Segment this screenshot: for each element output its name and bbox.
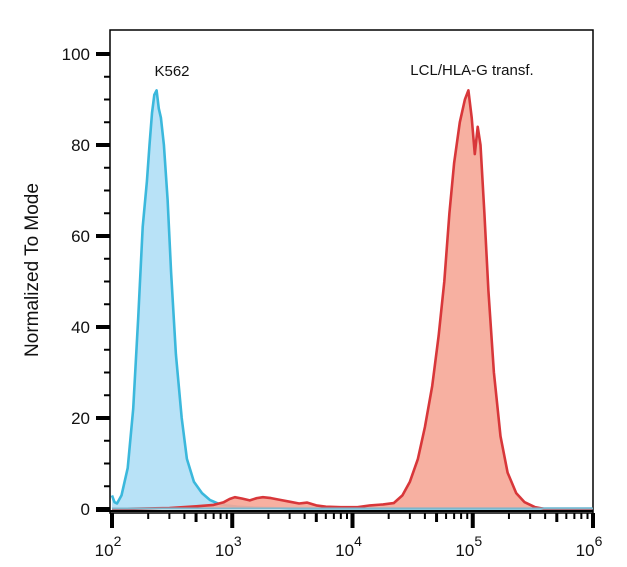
y-tick-label: 100	[62, 45, 90, 64]
x-tick-base: 10	[215, 541, 234, 560]
y-tick-label: 20	[71, 409, 90, 428]
y-axis-label: Normalized To Mode	[22, 183, 43, 357]
x-axis: 102 103 104 105 106	[95, 507, 603, 560]
x-tick-label: 104	[335, 533, 362, 560]
x-tick-base: 10	[455, 541, 474, 560]
series-fill-k562	[112, 90, 593, 510]
y-tick-label: 60	[71, 227, 90, 246]
series-line-k562	[110, 89, 593, 510]
x-tick-exponent: 6	[595, 533, 603, 549]
x-tick-label: 102	[95, 533, 122, 560]
x-tick-base: 10	[576, 541, 595, 560]
x-tick-exponent: 5	[474, 533, 482, 549]
y-tick-label: 80	[71, 136, 90, 155]
x-tick-base: 10	[95, 541, 114, 560]
y-tick-label: 40	[71, 318, 90, 337]
x-tick-base: 10	[335, 541, 354, 560]
annotation-k562: K562	[154, 63, 189, 80]
x-tick-exponent: 4	[354, 533, 362, 549]
annotation-lcl-hla-g: LCL/HLA-G transf.	[410, 62, 533, 79]
y-tick-label: 0	[81, 500, 90, 519]
series-line-lcl-hla-g-transf	[111, 89, 593, 511]
x-tick-exponent: 3	[234, 533, 242, 549]
plot-series	[110, 89, 593, 511]
x-tick-label: 103	[215, 533, 242, 560]
x-tick-label: 106	[576, 533, 603, 560]
x-tick-exponent: 2	[114, 533, 122, 549]
x-tick-label: 105	[455, 533, 482, 560]
series-fill-lcl-hla-g-transf	[112, 90, 593, 510]
y-axis: 0 20 40 60 80 100	[62, 45, 110, 519]
